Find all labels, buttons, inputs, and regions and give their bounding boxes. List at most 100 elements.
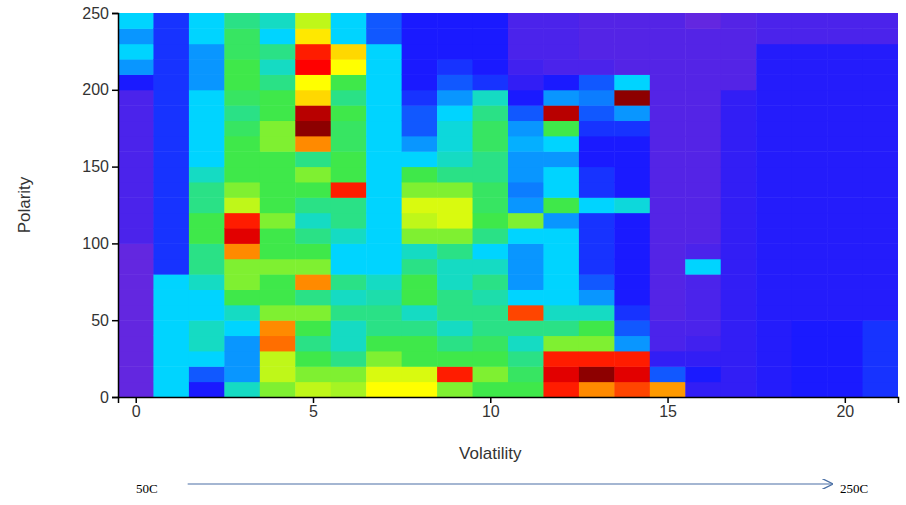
heatmap-cell	[756, 13, 792, 29]
heatmap-cell	[685, 228, 721, 244]
annotation-arrow	[188, 483, 832, 484]
heatmap-cell	[366, 182, 402, 198]
heatmap-cell	[473, 289, 509, 305]
heatmap-cell	[508, 59, 544, 75]
tick-mark	[845, 397, 847, 403]
heatmap-cell	[153, 197, 189, 213]
heatmap-cell	[473, 213, 509, 229]
heatmap-cell	[437, 259, 473, 275]
heatmap-cell	[473, 182, 509, 198]
heatmap-cell	[366, 351, 402, 367]
heatmap-cell	[473, 151, 509, 167]
heatmap-cell	[685, 167, 721, 183]
heatmap-cell	[189, 13, 225, 29]
heatmap-cell	[118, 336, 154, 352]
heatmap-cell	[792, 74, 828, 90]
heatmap-cell	[650, 382, 686, 397]
heatmap-cell	[827, 382, 863, 397]
heatmap-cell	[756, 105, 792, 121]
heatmap-cell	[224, 90, 260, 106]
heatmap-cell	[224, 351, 260, 367]
heatmap-cell	[260, 228, 296, 244]
heatmap-cell	[295, 197, 331, 213]
heatmap-cell	[863, 182, 898, 198]
heatmap-cell	[189, 274, 225, 290]
heatmap-cell	[543, 243, 579, 259]
heatmap-cell	[792, 351, 828, 367]
heatmap-cell	[295, 44, 331, 60]
heatmap-cell	[295, 28, 331, 44]
heatmap-cell	[614, 213, 650, 229]
heatmap-cell	[189, 182, 225, 198]
heatmap-cell	[118, 105, 154, 121]
heatmap-cell	[295, 320, 331, 336]
heatmap-cell	[366, 44, 402, 60]
heatmap-cell	[402, 13, 438, 29]
heatmap-cell	[224, 136, 260, 152]
heatmap-cell	[189, 366, 225, 382]
heatmap-cell	[331, 243, 367, 259]
heatmap-cell	[614, 259, 650, 275]
heatmap-cell	[863, 259, 898, 275]
heatmap-cell	[685, 259, 721, 275]
heatmap-cell	[437, 213, 473, 229]
heatmap-cell	[118, 13, 154, 29]
heatmap-cell	[543, 74, 579, 90]
heatmap-cell	[295, 151, 331, 167]
heatmap-cell	[543, 90, 579, 106]
heatmap-cell	[437, 13, 473, 29]
heatmap-cell	[721, 228, 757, 244]
heatmap-cell	[295, 121, 331, 137]
heatmap-cell	[614, 59, 650, 75]
heatmap-cell	[827, 151, 863, 167]
heatmap-cell	[118, 366, 154, 382]
heatmap-cell	[543, 182, 579, 198]
heatmap-cell	[366, 289, 402, 305]
heatmap-cell	[224, 228, 260, 244]
heatmap-cell	[792, 336, 828, 352]
heatmap-cell	[685, 320, 721, 336]
heatmap-cell	[473, 305, 509, 321]
heatmap-cell	[863, 59, 898, 75]
heatmap-cell	[650, 305, 686, 321]
tick-label: 200	[82, 81, 109, 98]
heatmap-cell	[721, 167, 757, 183]
heatmap-cell	[756, 44, 792, 60]
heatmap-cell	[331, 121, 367, 137]
heatmap-cell	[614, 305, 650, 321]
heatmap-cell	[792, 105, 828, 121]
heatmap-cell	[224, 105, 260, 121]
heatmap-cell	[508, 351, 544, 367]
heatmap-cell	[614, 366, 650, 382]
heatmap-cell	[508, 90, 544, 106]
heatmap-cell	[756, 136, 792, 152]
heatmap-cell	[118, 259, 154, 275]
heatmap-cell	[189, 90, 225, 106]
heatmap-cell	[295, 182, 331, 198]
heatmap-cell	[366, 305, 402, 321]
heatmap-cell	[721, 105, 757, 121]
heatmap-cell	[863, 213, 898, 229]
heatmap-cell	[295, 213, 331, 229]
heatmap-cell	[543, 151, 579, 167]
heatmap-cell	[579, 259, 615, 275]
heatmap-cell	[366, 13, 402, 29]
heatmap-cell	[614, 121, 650, 137]
heatmap-cell	[153, 90, 189, 106]
heatmap-cell	[260, 105, 296, 121]
heatmap-cell	[543, 13, 579, 29]
heatmap-cell	[260, 151, 296, 167]
heatmap-cell	[614, 151, 650, 167]
y-axis-title: Polarity	[15, 176, 34, 233]
heatmap-cell	[863, 105, 898, 121]
heatmap-cell	[863, 320, 898, 336]
heatmap-cell	[189, 228, 225, 244]
heatmap-cell	[579, 90, 615, 106]
heatmap-cell	[579, 59, 615, 75]
heatmap-cells	[118, 13, 898, 397]
heatmap-cell	[118, 243, 154, 259]
heatmap-cell	[189, 167, 225, 183]
heatmap-cell	[366, 136, 402, 152]
heatmap-cell	[863, 74, 898, 90]
heatmap-cell	[756, 151, 792, 167]
